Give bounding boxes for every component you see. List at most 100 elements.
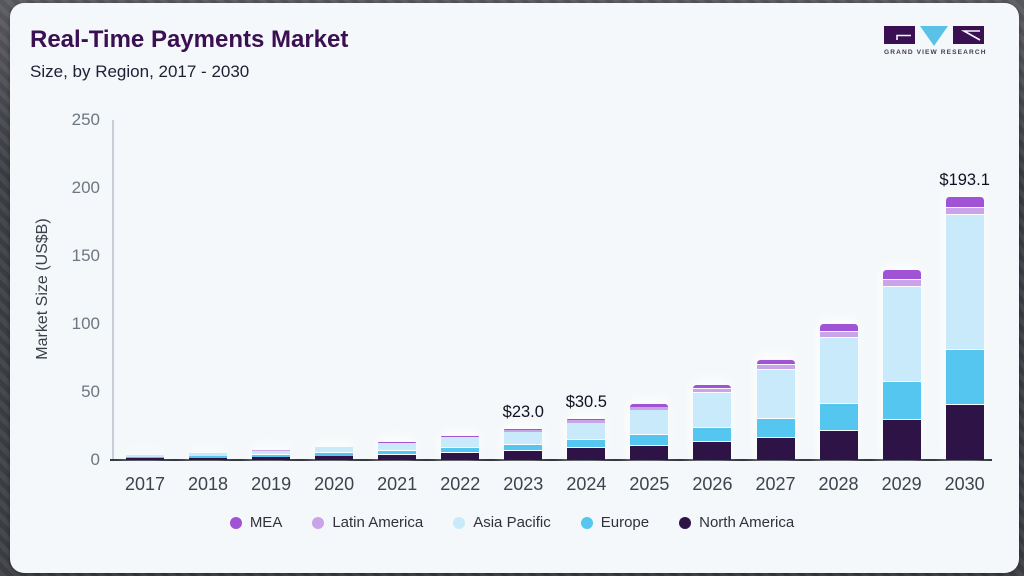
bar-2028[interactable] <box>819 323 858 460</box>
x-tick-2020: 2020 <box>314 474 355 494</box>
segment-north-america-2023[interactable] <box>504 451 543 460</box>
legend-dot-icon <box>679 516 692 529</box>
segment-europe-2025[interactable] <box>630 435 669 446</box>
segment-north-america-2025[interactable] <box>630 445 669 460</box>
segment-europe-2020[interactable] <box>315 453 354 456</box>
segment-asia-pacific-2023[interactable] <box>504 432 543 446</box>
bar-2029[interactable] <box>882 269 921 460</box>
segment-latin-america-2030[interactable] <box>945 207 984 216</box>
segment-north-america-2028[interactable] <box>819 430 858 460</box>
segment-europe-2027[interactable] <box>756 418 795 438</box>
gvr-logo-icon <box>884 26 984 46</box>
segment-europe-2022[interactable] <box>441 448 480 454</box>
segment-north-america-2018[interactable] <box>189 457 228 460</box>
segment-europe-2029[interactable] <box>882 381 921 420</box>
x-tick-2023: 2023 <box>503 474 544 494</box>
segment-asia-pacific-2028[interactable] <box>819 337 858 405</box>
segment-mea-2022[interactable] <box>441 436 480 437</box>
segment-europe-2017[interactable] <box>126 457 164 459</box>
segment-latin-america-2025[interactable] <box>630 406 669 410</box>
segment-north-america-2017[interactable] <box>126 458 164 460</box>
x-tick-2018: 2018 <box>188 474 229 494</box>
x-tick-2026: 2026 <box>692 474 733 494</box>
segment-north-america-2029[interactable] <box>882 419 921 460</box>
x-tick-2029: 2029 <box>881 474 922 494</box>
bar-2025[interactable] <box>630 404 669 460</box>
legend-item-asia-pacific[interactable]: Asia Pacific <box>453 514 551 531</box>
segment-europe-2018[interactable] <box>189 456 228 458</box>
segment-asia-pacific-2030[interactable] <box>945 215 984 350</box>
segment-europe-2019[interactable] <box>252 454 291 457</box>
legend-label: North America <box>699 514 795 531</box>
segment-latin-america-2028[interactable] <box>819 331 858 338</box>
legend-item-mea[interactable]: MEA <box>229 514 282 531</box>
segment-north-america-2020[interactable] <box>315 455 354 460</box>
x-tick-2030: 2030 <box>944 474 985 494</box>
bar-2020[interactable] <box>315 446 354 460</box>
segment-asia-pacific-2027[interactable] <box>756 369 795 419</box>
bar-2018[interactable] <box>189 452 228 460</box>
segment-latin-america-2022[interactable] <box>441 436 480 438</box>
segment-north-america-2030[interactable] <box>945 405 984 460</box>
segment-asia-pacific-2022[interactable] <box>441 437 480 449</box>
bar-2021[interactable] <box>378 442 417 460</box>
y-tick-100: 100 <box>71 314 100 333</box>
logo-wordmark: GRAND VIEW RESEARCH <box>884 49 987 56</box>
segment-europe-2021[interactable] <box>378 451 417 455</box>
x-tick-2024: 2024 <box>566 474 607 494</box>
bar-2024[interactable] <box>567 418 606 460</box>
legend-item-europe[interactable]: Europe <box>580 514 649 531</box>
value-label-2024: $30.5 <box>565 392 607 411</box>
segment-asia-pacific-2024[interactable] <box>567 422 606 441</box>
segment-north-america-2026[interactable] <box>693 442 732 460</box>
segment-north-america-2019[interactable] <box>252 456 291 460</box>
segment-asia-pacific-2025[interactable] <box>630 409 669 436</box>
bar-2017[interactable] <box>126 454 164 460</box>
bar-2019[interactable] <box>252 450 291 460</box>
legend-item-north-america[interactable]: North America <box>679 514 794 531</box>
segment-mea-2025[interactable] <box>630 404 669 407</box>
segment-north-america-2027[interactable] <box>756 437 795 460</box>
segment-mea-2026[interactable] <box>693 385 732 389</box>
segment-asia-pacific-2021[interactable] <box>378 443 417 452</box>
chart-card <box>10 3 1019 573</box>
legend-label: Latin America <box>332 514 424 531</box>
bar-2023[interactable] <box>504 428 543 460</box>
legend-item-latin-america[interactable]: Latin America <box>312 514 423 531</box>
segment-mea-2023[interactable] <box>504 428 543 431</box>
x-tick-2028: 2028 <box>818 474 859 494</box>
segment-latin-america-2027[interactable] <box>756 364 795 370</box>
bar-2022[interactable] <box>441 436 480 460</box>
segment-mea-2024[interactable] <box>567 418 606 421</box>
segment-north-america-2022[interactable] <box>441 453 480 460</box>
segment-europe-2030[interactable] <box>945 349 984 406</box>
segment-europe-2026[interactable] <box>693 428 732 443</box>
segment-europe-2028[interactable] <box>819 404 858 431</box>
bar-2027[interactable] <box>756 359 795 460</box>
segment-latin-america-2023[interactable] <box>504 430 543 433</box>
segment-latin-america-2029[interactable] <box>882 279 921 288</box>
y-tick-0: 0 <box>90 450 100 469</box>
x-tick-2017: 2017 <box>124 474 166 494</box>
segment-asia-pacific-2020[interactable] <box>315 447 354 454</box>
segment-europe-2024[interactable] <box>567 440 606 449</box>
segment-mea-2030[interactable] <box>945 197 984 208</box>
segment-asia-pacific-2018[interactable] <box>189 453 228 457</box>
x-tick-2019: 2019 <box>251 474 292 494</box>
segment-asia-pacific-2017[interactable] <box>126 454 164 458</box>
segment-mea-2029[interactable] <box>882 269 921 280</box>
segment-asia-pacific-2019[interactable] <box>252 450 291 455</box>
segment-asia-pacific-2026[interactable] <box>693 392 732 429</box>
legend-dot-icon <box>229 516 242 529</box>
segment-mea-2028[interactable] <box>819 323 858 332</box>
bar-2030[interactable] <box>945 197 984 460</box>
segment-latin-america-2026[interactable] <box>693 388 732 393</box>
segment-north-america-2024[interactable] <box>567 448 606 460</box>
x-tick-2021: 2021 <box>377 474 418 494</box>
segment-asia-pacific-2029[interactable] <box>882 287 921 382</box>
segment-latin-america-2024[interactable] <box>567 420 606 423</box>
segment-mea-2027[interactable] <box>756 359 795 365</box>
bar-2026[interactable] <box>693 385 732 460</box>
segment-europe-2023[interactable] <box>504 445 543 452</box>
segment-north-america-2021[interactable] <box>378 454 417 460</box>
